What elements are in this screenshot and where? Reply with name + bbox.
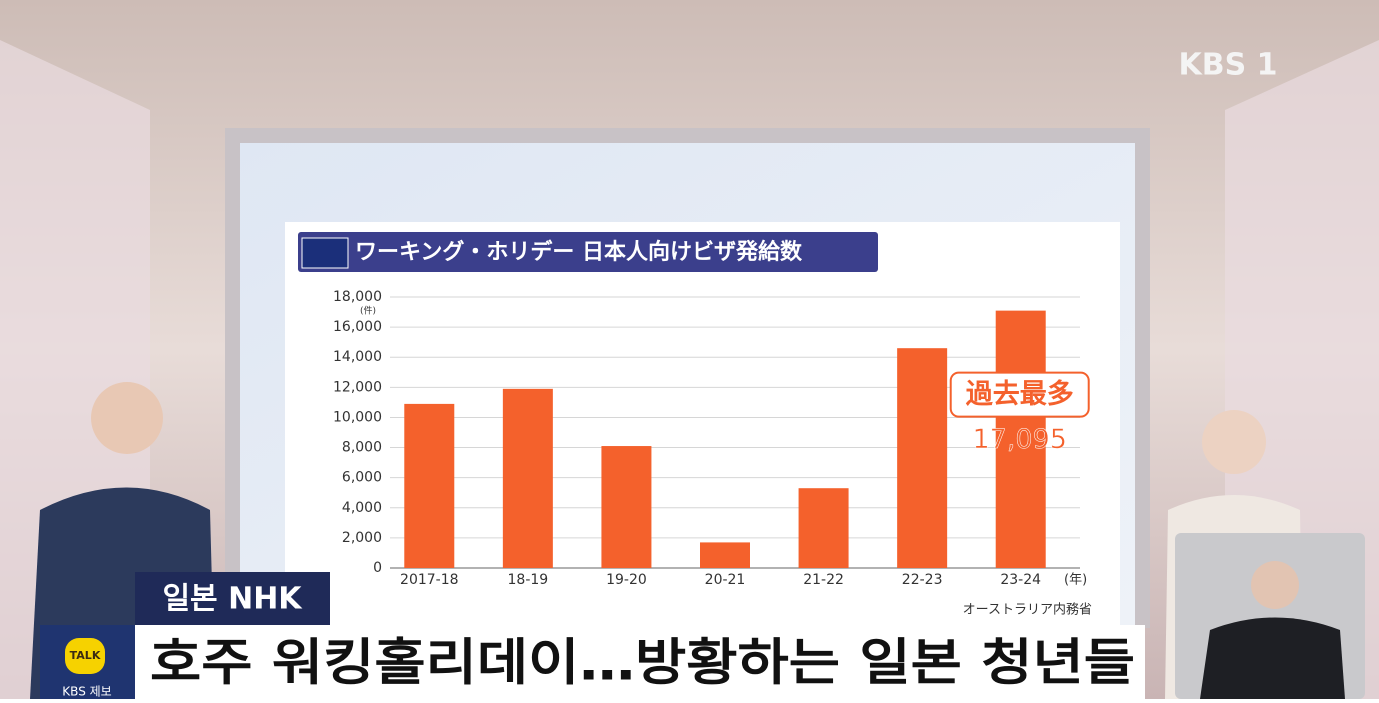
x-tick-label: 18-19 bbox=[508, 572, 549, 588]
bar bbox=[601, 446, 652, 568]
x-tick-label: 22-23 bbox=[902, 572, 943, 588]
y-tick-label: 6,000 bbox=[342, 470, 382, 486]
y-tick-label: 4,000 bbox=[342, 500, 382, 516]
y-tick-label: 18,000 bbox=[333, 289, 382, 305]
bar bbox=[995, 310, 1046, 568]
talk-label: TALK bbox=[70, 649, 101, 662]
bar bbox=[700, 542, 750, 568]
y-unit: (件) bbox=[360, 305, 376, 317]
annotation-pointer bbox=[1014, 416, 1027, 425]
x-unit: (年) bbox=[1064, 573, 1087, 588]
chart-title: ワーキング・ホリデー 日本人向けビザ発給数 bbox=[355, 239, 803, 265]
y-tick-label: 2,000 bbox=[342, 530, 382, 546]
headline-bar bbox=[40, 625, 1145, 699]
bar bbox=[502, 388, 553, 568]
x-tick-label: 23-24 bbox=[1000, 572, 1041, 588]
report-label: KBS 제보 bbox=[62, 685, 111, 699]
y-tick-label: 8,000 bbox=[342, 440, 382, 456]
bar bbox=[897, 348, 948, 568]
y-tick-label: 12,000 bbox=[333, 379, 382, 395]
chart-title-box bbox=[298, 232, 878, 272]
y-tick-label: 0 bbox=[373, 560, 382, 576]
tag-box bbox=[135, 572, 330, 625]
x-tick-label: 21-22 bbox=[803, 572, 844, 588]
headline: 호주 워킹홀리데이…방황하는 일본 청년들 bbox=[150, 634, 1135, 692]
interpreter-head bbox=[1251, 561, 1299, 609]
value-label: 17,095 bbox=[972, 424, 1066, 455]
annotation: 過去最多 bbox=[966, 379, 1074, 410]
bar bbox=[798, 488, 849, 568]
interpreter-body bbox=[1200, 617, 1345, 699]
x-tick-label: 2017-18 bbox=[400, 572, 459, 588]
y-tick-label: 16,000 bbox=[333, 319, 382, 335]
x-tick-label: 19-20 bbox=[606, 572, 647, 588]
plot: 0 2,000 4,000 6,000 8,000 10,000 12,000 14,000 1… bbox=[333, 289, 1090, 588]
source: オーストラリア内務省 bbox=[963, 602, 1092, 618]
channel-logo: KBS 1 bbox=[1178, 48, 1277, 83]
y-tick-label: 10,000 bbox=[333, 409, 382, 425]
presenter-head bbox=[91, 382, 163, 454]
presenter-head bbox=[1202, 410, 1266, 474]
x-tick-label: 20-21 bbox=[705, 572, 746, 588]
bar bbox=[404, 403, 455, 568]
talk-icon bbox=[65, 638, 105, 674]
y-tick-label: 14,000 bbox=[333, 349, 382, 365]
tag: 일본 NHK bbox=[162, 582, 303, 617]
flag-icon bbox=[301, 237, 349, 269]
